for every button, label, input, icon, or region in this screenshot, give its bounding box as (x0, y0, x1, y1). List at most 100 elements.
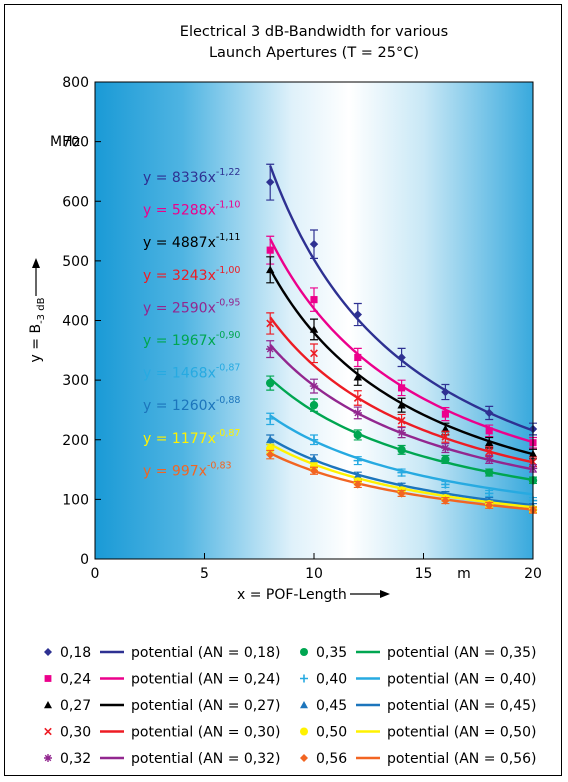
data-point (266, 246, 274, 254)
legend-label: 0,27 (60, 698, 91, 714)
legend-item-7: 0,45 potential (AN = 0,45) (300, 698, 537, 714)
data-point (397, 468, 406, 477)
legend-marker (300, 674, 308, 683)
y-tick-label: 400 (62, 314, 89, 330)
y-axis-unit: MHz (50, 134, 80, 150)
data-point (309, 454, 319, 463)
legend-item-0: 0,18 potential (AN = 0,18) (44, 645, 281, 661)
legend-item-4: 0,32 potential (AN = 0,32) (44, 751, 281, 767)
data-point (397, 416, 406, 425)
data-markers (266, 163, 538, 515)
legend-fit-label: potential (AN = 0,18) (131, 645, 281, 661)
fit-equation-2: y = 4887x-1,11 (143, 232, 240, 251)
legend-fit-label: potential (AN = 0,24) (131, 672, 281, 688)
y-tick-label: 500 (62, 254, 89, 270)
legend-fit-label: potential (AN = 0,35) (387, 645, 537, 661)
legend-label: 0,50 (316, 725, 347, 741)
data-point (485, 455, 494, 464)
x-axis-arrowhead (380, 590, 390, 598)
data-point (397, 353, 406, 362)
legend-label: 0,45 (316, 698, 347, 714)
legend-item-2: 0,27 potential (AN = 0,27) (44, 698, 281, 714)
data-point (309, 325, 319, 333)
data-point (266, 265, 275, 274)
data-point (485, 501, 494, 510)
legend: 0,18 potential (AN = 0,18) 0,24 potential (… (44, 645, 537, 767)
fit-equation-7: y = 1260x-0,88 (143, 395, 240, 414)
x-tick-label: 0 (91, 566, 100, 582)
y-tick-label: 700 (62, 135, 89, 151)
legend-label: 0,18 (60, 645, 91, 661)
data-point (310, 296, 318, 304)
data-point (397, 428, 406, 437)
x-tick-label: 20 (524, 566, 542, 582)
legend-marker (300, 648, 308, 656)
legend-fit-label: potential (AN = 0,50) (387, 725, 537, 741)
data-point (353, 394, 362, 402)
data-point (266, 344, 275, 354)
legend-marker (44, 648, 52, 656)
y-tick-label: 200 (62, 433, 89, 449)
data-point (266, 177, 275, 187)
data-point (353, 471, 362, 479)
fit-equation-6: y = 1468x-0,87 (143, 363, 240, 382)
legend-label: 0,30 (60, 725, 91, 741)
fit-equation-5: y = 1967x-0,90 (143, 330, 240, 349)
data-point (266, 414, 275, 424)
data-point (353, 480, 362, 489)
plot-border (94, 81, 534, 560)
legend-fit-label: potential (AN = 0,32) (131, 751, 281, 767)
data-point (397, 489, 406, 498)
data-point (353, 408, 362, 418)
data-point (309, 381, 319, 391)
data-point (309, 435, 319, 444)
data-point (309, 400, 319, 410)
legend-label: 0,24 (60, 672, 91, 688)
legend-fit-label: potential (AN = 0,45) (387, 698, 537, 714)
fit-equations: y = 8336x-1,22 y = 5288x-1,10 y = 4887x-1,… (143, 167, 240, 479)
data-point (485, 468, 494, 477)
data-point (266, 378, 275, 388)
x-tick-label: 15 (415, 566, 433, 582)
fit-equation-1: y = 5288x-1,10 (143, 200, 240, 219)
y-axis-label-sub: -3 dB (36, 297, 47, 323)
y-tick-label: 100 (62, 492, 89, 508)
y-axis-arrowhead (32, 258, 40, 268)
legend-fit-label: potential (AN = 0,30) (131, 725, 281, 741)
legend-marker (300, 701, 308, 709)
data-point (485, 408, 494, 418)
data-point (441, 480, 450, 489)
data-point (353, 372, 362, 381)
fit-equation-3: y = 3243x-1,00 (143, 265, 240, 284)
legend-fit-label: potential (AN = 0,40) (387, 672, 537, 688)
data-point (397, 400, 406, 409)
chart-title-line2: Launch Apertures (T = 25°C) (209, 45, 419, 61)
data-point (309, 239, 319, 249)
y-axis-label-main: y = B (28, 324, 44, 363)
x-tick-label: 5 (200, 566, 209, 582)
data-point (441, 443, 450, 453)
y-axis-label: y = B-3 dB (28, 297, 47, 362)
data-point (398, 384, 406, 392)
legend-item-1: 0,24 potential (AN = 0,24) (44, 672, 281, 688)
legend-marker (300, 754, 308, 762)
data-point (353, 456, 362, 465)
x-tick-label: 10 (305, 566, 323, 582)
data-point (485, 447, 494, 456)
legend-marker (44, 727, 52, 736)
legend-label: 0,32 (60, 751, 91, 767)
legend-label: 0,40 (316, 672, 347, 688)
svg-text:y = B-3 dB: y = B-3 dB (28, 297, 47, 362)
legend-item-5: 0,35 potential (AN = 0,35) (300, 645, 537, 661)
data-point (266, 435, 275, 444)
legend-fit-label: potential (AN = 0,56) (387, 751, 537, 767)
data-point (397, 445, 406, 455)
legend-marker (44, 701, 52, 709)
data-point (441, 410, 449, 418)
y-tick-label: 300 (62, 373, 89, 389)
legend-item-3: 0,30 potential (AN = 0,30) (44, 725, 281, 741)
legend-marker (44, 754, 52, 762)
data-point (485, 427, 493, 435)
data-point (309, 466, 319, 475)
